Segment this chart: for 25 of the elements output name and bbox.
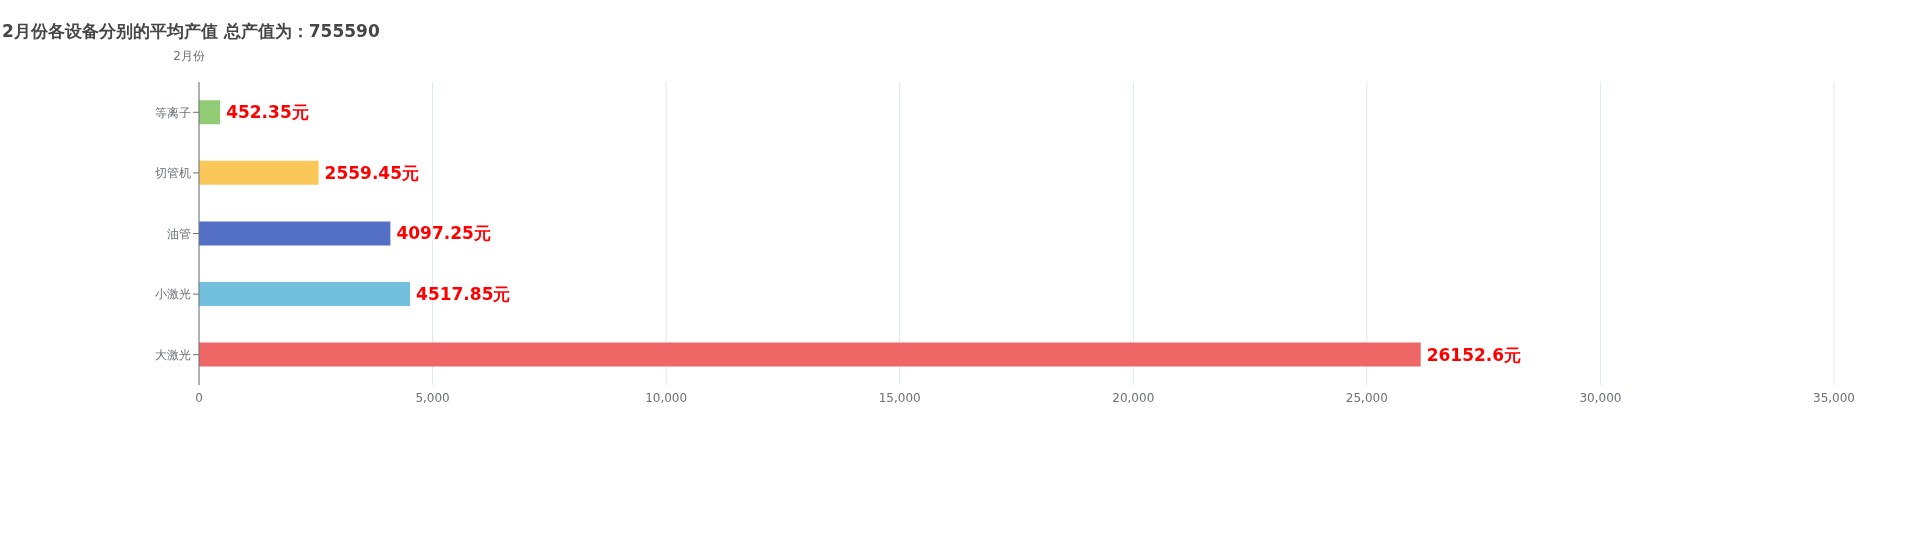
- bar: [199, 342, 1421, 367]
- bar: [199, 160, 319, 185]
- data-label: 4517.85元: [416, 283, 511, 304]
- y-tick-label: 大激光: [155, 347, 191, 362]
- bar: [199, 100, 221, 125]
- x-tick-label: 15,000: [878, 390, 921, 405]
- x-tick-label: 10,000: [645, 390, 688, 405]
- x-tick-label: 20,000: [1112, 390, 1155, 405]
- x-tick-label: 35,000: [1813, 390, 1855, 405]
- chart-title: 2月份各设备分别的平均产值 总产值为：755590: [2, 20, 380, 43]
- x-tick-label: 0: [195, 390, 203, 405]
- y-tick-label: 切管机: [155, 166, 191, 181]
- y-axis-title: 2月份: [172, 48, 206, 65]
- data-label: 4097.25元: [396, 223, 491, 244]
- bar: [199, 281, 411, 306]
- x-tick-label: 5,000: [415, 390, 450, 405]
- data-label: 26152.6元: [1426, 344, 1522, 365]
- bar: [199, 221, 391, 246]
- data-label: 452.35元: [226, 102, 309, 123]
- x-tick-label: 25,000: [1345, 390, 1388, 405]
- y-tick-label: 等离子: [155, 105, 191, 120]
- data-label: 2559.45元: [324, 162, 419, 183]
- x-tick-label: 30,000: [1579, 390, 1622, 405]
- y-tick-label: 小激光: [155, 287, 191, 302]
- y-tick-label: 油管: [167, 226, 191, 241]
